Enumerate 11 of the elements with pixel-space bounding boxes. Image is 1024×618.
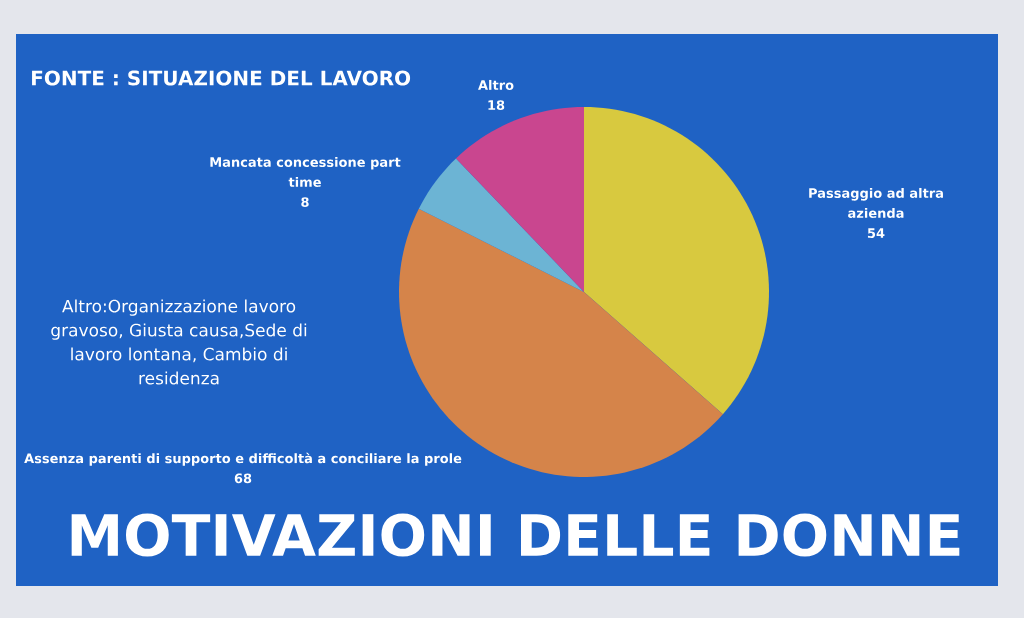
- slice-label: Mancata concessione part time: [210, 156, 401, 188]
- slice-label: Assenza parenti di supporto e difficoltà a conciliare la prole: [24, 452, 462, 466]
- data-label: 18: [488, 100, 505, 111]
- data-label: 54: [867, 228, 885, 239]
- chart-subtitle: FONTE : SITUAZIONE DEL LAVORO: [32, 70, 411, 86]
- slice-label: Altro: [478, 79, 514, 91]
- text: Altro:Organizzazione lavoro gravoso, Giusta causa,Sede di lavoro lontana, Cambio di residenza: [51, 299, 307, 385]
- text: MOTIVAZIONI DELLE DONNE: [71, 513, 960, 557]
- slice-label: Passaggio ad altra azienda: [809, 187, 943, 219]
- data-label: 8: [301, 197, 309, 208]
- data-label: 68: [234, 473, 252, 484]
